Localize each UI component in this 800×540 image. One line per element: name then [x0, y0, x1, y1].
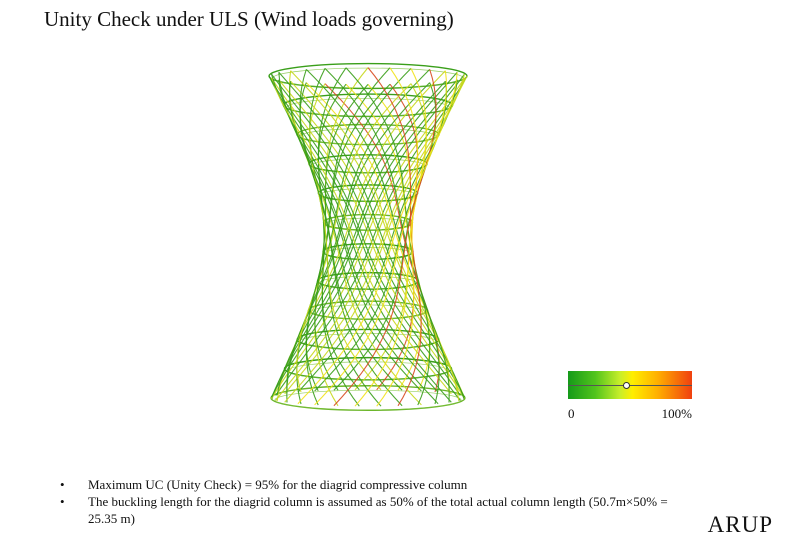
note-item: • The buckling length for the diagrid co…: [60, 493, 700, 527]
note-text: The buckling length for the diagrid colu…: [88, 494, 668, 526]
diagrid-member: [284, 73, 466, 403]
floor-ring-inner: [320, 188, 416, 203]
diagrid-member: [309, 83, 382, 391]
diagrid-member: [354, 68, 427, 407]
legend-marker: [623, 382, 631, 389]
unity-check-legend: 0 100%: [568, 371, 692, 421]
diagrid-member: [333, 69, 437, 407]
note-item: • Maximum UC (Unity Check) = 95% for the…: [60, 476, 700, 493]
diagrid-member: [268, 75, 461, 396]
legend-min-label: 0: [568, 406, 575, 421]
tower-diagrid-members: [268, 67, 468, 407]
diagrid-member: [305, 69, 450, 403]
notes-list: • Maximum UC (Unity Check) = 95% for the…: [60, 476, 700, 527]
diagrid-member: [275, 75, 468, 401]
diagrid-member: [345, 67, 431, 406]
floor-ring-inner: [299, 333, 437, 350]
slide-title: Unity Check under ULS (Wind loads govern…: [44, 7, 454, 31]
diagrid-member: [278, 71, 465, 400]
diagrid-member: [317, 83, 360, 391]
floor-ring: [270, 385, 466, 411]
floor-ring-inner: [274, 389, 462, 411]
diagrid-member: [314, 70, 447, 406]
diagrid-member: [305, 83, 391, 392]
legend-color-bar: [568, 371, 692, 399]
bullet-icon: •: [60, 477, 65, 492]
diagrid-member: [278, 79, 439, 393]
diagrid-member: [376, 67, 419, 407]
diagrid-member: [289, 70, 422, 406]
diagrid-member: [289, 81, 422, 392]
diagrid-member: [296, 83, 412, 393]
diagrid-member: [270, 77, 452, 395]
diagrid-member: [286, 82, 431, 394]
diagrid-member: [324, 68, 440, 405]
diagrid-member: [299, 82, 403, 391]
diagrid-member: [271, 79, 458, 398]
note-text: Maximum UC (Unity Check) = 95% for the d…: [88, 477, 468, 492]
floor-ring-inner: [310, 304, 426, 320]
arup-logo: ARUP: [707, 512, 773, 537]
bullet-icon: •: [60, 494, 65, 509]
diagrid-member: [297, 72, 458, 405]
legend-max-label: 100%: [661, 406, 692, 421]
